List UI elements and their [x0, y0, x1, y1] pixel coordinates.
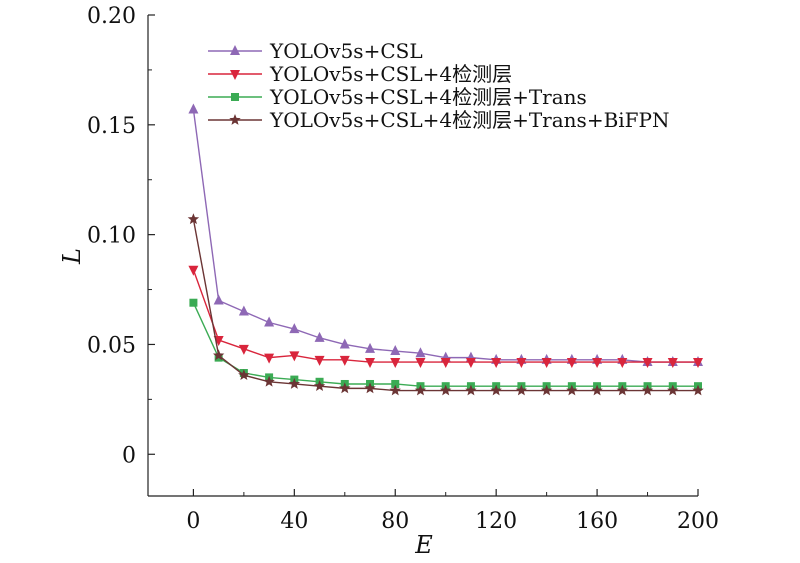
data-point — [642, 358, 653, 369]
data-point — [641, 384, 654, 396]
data-point — [490, 384, 502, 396]
data-point — [390, 358, 401, 369]
x-tick-label: 40 — [280, 509, 308, 534]
data-point — [313, 380, 326, 392]
legend-label: YOLOv5s+CSL — [269, 39, 423, 63]
legend-marker — [230, 70, 240, 80]
data-point — [465, 384, 477, 396]
data-point — [365, 358, 376, 369]
data-point — [491, 358, 502, 369]
data-point — [364, 382, 376, 394]
x-axis-title: E — [414, 531, 433, 559]
y-tick-label: 0.20 — [87, 4, 136, 29]
y-axis-title: L — [58, 248, 86, 265]
data-point — [213, 294, 224, 305]
legend-marker — [230, 45, 240, 55]
data-point — [314, 355, 325, 366]
x-tick-label: 0 — [186, 509, 200, 534]
data-point — [566, 358, 577, 369]
data-point — [540, 384, 553, 396]
data-point — [440, 358, 451, 369]
x-tick-label: 80 — [381, 509, 409, 534]
series-1 — [188, 103, 703, 367]
series-2 — [188, 265, 703, 369]
data-point — [616, 384, 629, 396]
series-4 — [187, 213, 704, 396]
legend-item-4: YOLOv5s+CSL+4检测层+Trans+BiFPN — [208, 108, 670, 132]
data-point — [289, 323, 300, 334]
legend-marker — [229, 114, 241, 125]
data-point — [238, 344, 249, 355]
legend-item-1: YOLOv5s+CSL — [208, 39, 423, 63]
series-line — [192, 269, 698, 363]
data-point — [516, 358, 527, 369]
y-tick-label: 0.10 — [87, 224, 136, 249]
x-tick-label: 160 — [576, 509, 618, 534]
data-point — [667, 384, 679, 396]
data-point — [289, 351, 300, 362]
data-point — [212, 349, 225, 361]
legend: YOLOv5s+CSLYOLOv5s+CSL+4检测层YOLOv5s+CSL+4… — [208, 39, 670, 132]
data-point — [566, 384, 578, 396]
series-layer — [187, 103, 704, 396]
legend-label: YOLOv5s+CSL+4检测层+Trans — [269, 85, 587, 109]
x-tick-label: 200 — [677, 509, 719, 534]
legend-item-3: YOLOv5s+CSL+4检测层+Trans — [208, 85, 587, 109]
data-point — [415, 358, 426, 369]
data-point — [314, 331, 325, 342]
data-point — [365, 342, 376, 353]
data-point — [415, 347, 426, 358]
legend-marker — [231, 93, 239, 101]
y-tick-label: 0.05 — [87, 333, 136, 358]
axes: 0 0.05 0.10 0.15 0.20 0 40 80 120 160 200 — [87, 4, 719, 534]
data-point — [389, 384, 401, 396]
data-point — [591, 384, 603, 396]
data-point — [188, 103, 199, 114]
data-point — [187, 213, 200, 225]
legend-label: YOLOv5s+CSL+4检测层+Trans+BiFPN — [269, 108, 670, 132]
data-point — [414, 384, 427, 396]
data-point — [391, 379, 400, 388]
series-3 — [189, 298, 702, 391]
data-point — [465, 358, 476, 369]
data-point — [390, 345, 401, 356]
legend-item-2: YOLOv5s+CSL+4检测层 — [208, 62, 512, 86]
data-point — [339, 338, 350, 349]
data-point — [617, 358, 628, 369]
data-point — [541, 358, 552, 369]
legend-label: YOLOv5s+CSL+4检测层 — [269, 62, 512, 86]
y-tick-label: 0 — [122, 443, 136, 468]
x-tick-label: 120 — [475, 509, 517, 534]
data-point — [264, 316, 275, 327]
data-point — [515, 384, 528, 396]
data-point — [339, 355, 350, 366]
y-tick-label: 0.15 — [87, 114, 136, 139]
data-point — [263, 375, 275, 387]
data-point — [667, 358, 678, 369]
data-point — [339, 382, 351, 394]
data-point — [693, 358, 703, 369]
data-point — [288, 377, 301, 389]
data-point — [189, 298, 198, 307]
data-point — [188, 265, 199, 276]
data-point — [264, 353, 275, 364]
data-point — [238, 305, 249, 316]
data-point — [238, 369, 250, 381]
data-point — [592, 358, 603, 369]
data-point — [440, 384, 452, 396]
data-point — [692, 384, 704, 396]
